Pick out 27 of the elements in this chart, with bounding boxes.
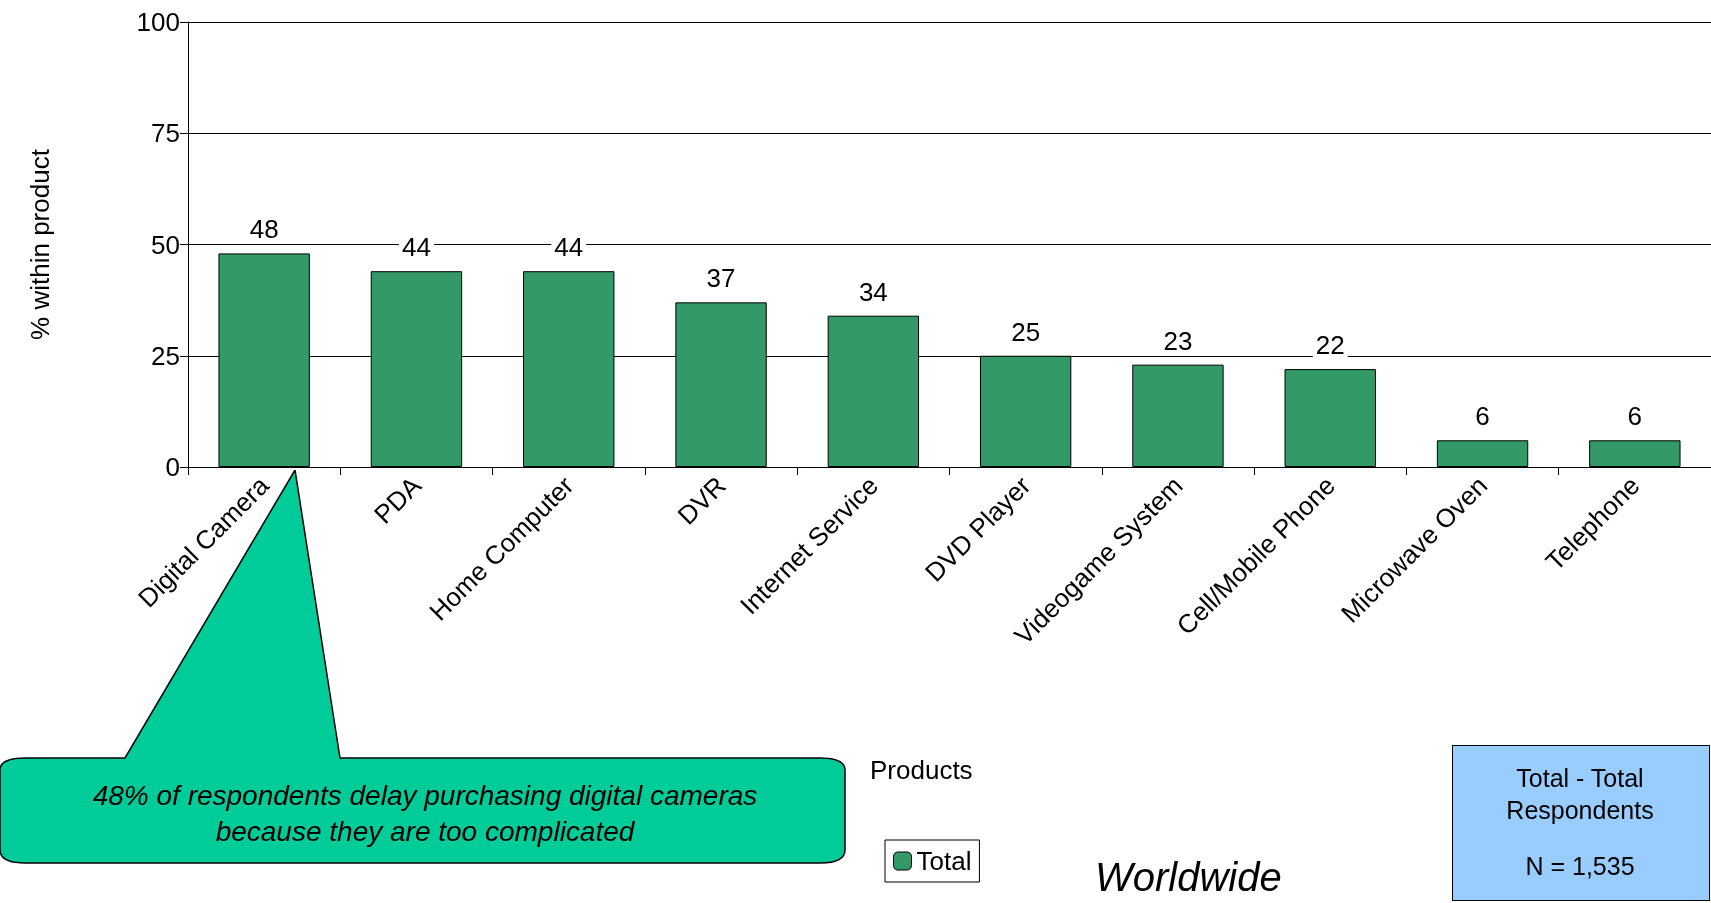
data-label: 25 <box>1011 316 1041 347</box>
data-label: 6 <box>1627 401 1643 432</box>
data-label: 44 <box>554 232 584 263</box>
data-label: 6 <box>1475 401 1490 432</box>
bar <box>1436 440 1529 467</box>
data-label: 44 <box>401 232 431 263</box>
bar <box>1284 369 1376 467</box>
data-label: 34 <box>858 276 888 307</box>
legend-label: Total <box>916 846 972 876</box>
y-tick-label: 0 <box>165 452 180 482</box>
y-tick-label: 100 <box>136 7 180 37</box>
y-tick-label: 75 <box>151 118 180 149</box>
data-label: 22 <box>1315 330 1345 361</box>
data-label: 37 <box>706 263 736 294</box>
text: 48% of respondents delay purchasing digital cameras because they are too complicated <box>91 779 759 849</box>
x-tick-label: PDA <box>368 469 428 530</box>
data-label: 23 <box>1163 325 1193 356</box>
y-tick-label: 25 <box>151 340 180 371</box>
x-axis-title: Products <box>870 755 973 785</box>
y-axis-title: % within product <box>25 148 55 340</box>
text: N = 1,535 <box>1524 852 1636 881</box>
text: Worldwide <box>1095 855 1282 900</box>
y-tick-label: 50 <box>151 229 180 260</box>
data-label: 48 <box>249 214 279 245</box>
text: Total - Total Respondents <box>1505 763 1655 826</box>
bar <box>1589 440 1681 467</box>
bar <box>1132 364 1224 467</box>
